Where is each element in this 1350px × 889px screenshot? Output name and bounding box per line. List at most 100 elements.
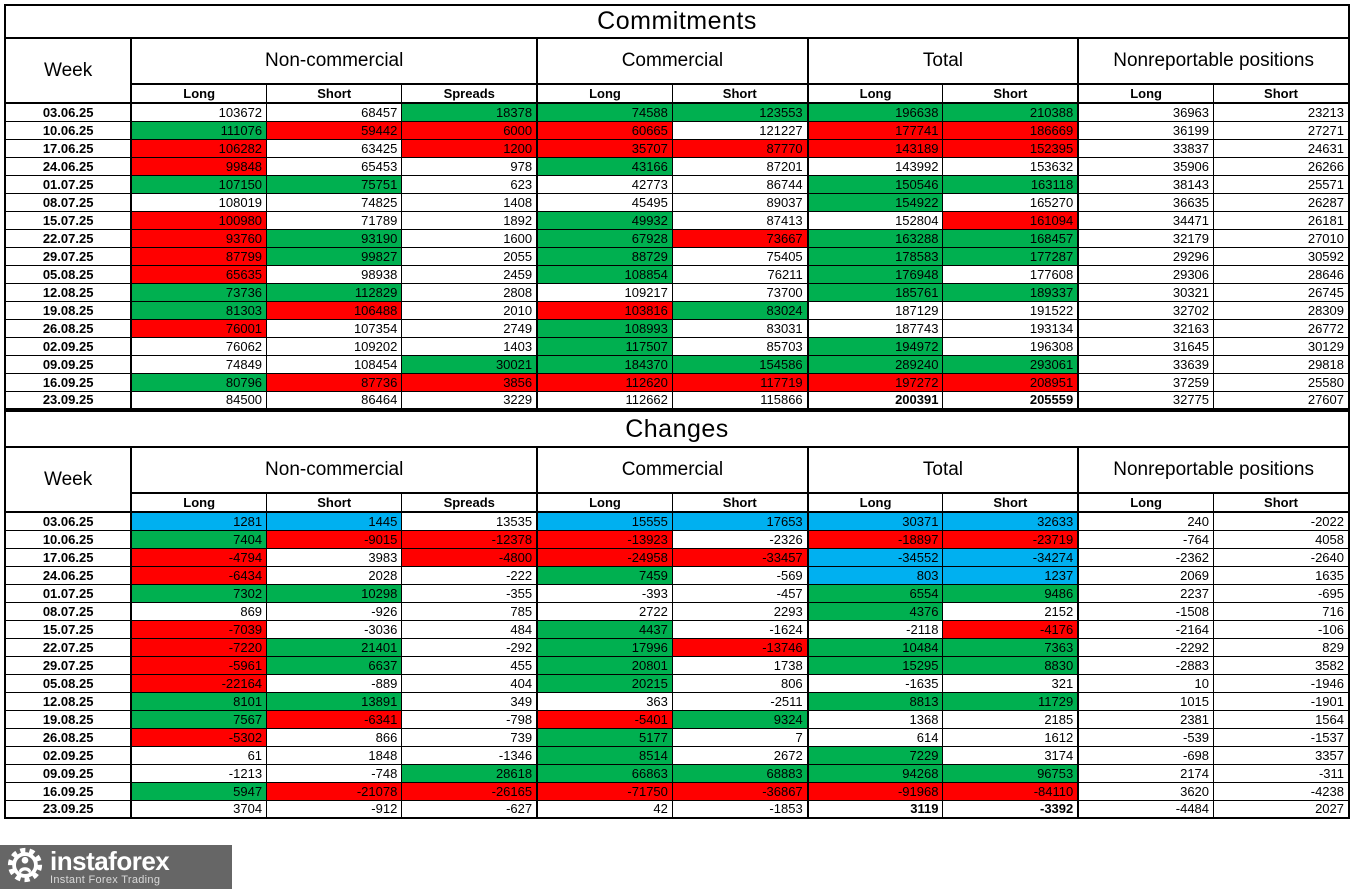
week-cell: 23.09.25 [4,390,133,410]
value-cell: 10 [1077,673,1215,693]
value-cell: 108019 [130,192,268,212]
value-cell: -627 [401,799,539,819]
value-cell: -13923 [536,529,673,549]
value-cell: -18897 [807,529,944,549]
value-cell: 17996 [536,637,673,657]
value-cell: 85703 [671,336,809,356]
value-cell: 30592 [1213,246,1350,266]
value-cell: -698 [1077,745,1215,765]
value-cell: -222 [401,565,539,585]
value-cell: -21078 [266,781,403,801]
table-row: 16.09.25 80796 87736 3856 112620 117719 197272… [4,372,1350,392]
week-cell: 17.06.25 [4,138,133,158]
value-cell: 186669 [942,120,1080,140]
table-row: 02.09.25 61 1848 -1346 8514 2672 7229 3174 -698 3… [4,745,1350,765]
table-row: 03.06.25 1281 1445 13535 15555 17653 30371 3263… [4,511,1350,531]
col-header-nr-short: Short [1213,492,1350,513]
value-cell: -1901 [1213,691,1350,711]
value-cell: -4176 [942,619,1080,639]
value-cell: 161094 [942,210,1080,230]
value-cell: 289240 [807,354,944,374]
value-cell: 1445 [266,511,403,531]
instaforex-gear-logo-icon [6,846,44,889]
value-cell: 45495 [536,192,673,212]
value-cell: 152804 [807,210,944,230]
value-cell: 3983 [266,547,403,567]
value-cell: 35707 [536,138,673,158]
table-row: 01.07.25 7302 10298 -355 -393 -457 6554 9486 223… [4,583,1350,603]
value-cell: -4484 [1077,799,1215,819]
value-cell: -24958 [536,547,673,567]
value-cell: 7363 [942,637,1080,657]
value-cell: 191522 [942,300,1080,320]
value-cell: 80796 [130,372,268,392]
value-cell: 89037 [671,192,809,212]
value-cell: 25571 [1213,174,1350,194]
value-cell: 73667 [671,228,809,248]
group-header-commercial: Commercial [536,37,809,85]
value-cell: 93190 [266,228,403,248]
col-header-nr-long: Long [1077,492,1215,513]
week-cell: 08.07.25 [4,192,133,212]
week-cell: 10.06.25 [4,529,133,549]
value-cell: -33457 [671,547,809,567]
value-cell: 26181 [1213,210,1350,230]
value-cell: 49932 [536,210,673,230]
value-cell: 349 [401,691,539,711]
value-cell: -2511 [671,691,809,711]
week-cell: 29.07.25 [4,246,133,266]
value-cell: 67928 [536,228,673,248]
value-cell: 7229 [807,745,944,765]
value-cell: -91968 [807,781,944,801]
value-cell: 112620 [536,372,673,392]
value-cell: 33639 [1077,354,1215,374]
value-cell: 1635 [1213,565,1350,585]
value-cell: -13746 [671,637,809,657]
value-cell: 23213 [1213,102,1350,122]
value-cell: 87201 [671,156,809,176]
value-cell: -889 [266,673,403,693]
value-cell: 168457 [942,228,1080,248]
value-cell: 152395 [942,138,1080,158]
value-cell: -26165 [401,781,539,801]
col-header-nc-long: Long [130,492,268,513]
value-cell: 83031 [671,318,809,338]
value-cell: 404 [401,673,539,693]
value-cell: 29296 [1077,246,1215,266]
value-cell: -2164 [1077,619,1215,639]
value-cell: 3704 [130,799,268,819]
value-cell: -2118 [807,619,944,639]
value-cell: 32702 [1077,300,1215,320]
value-cell: -4800 [401,547,539,567]
week-cell: 22.07.25 [4,637,133,657]
value-cell: 163288 [807,228,944,248]
value-cell: 1237 [942,565,1080,585]
value-cell: 84500 [130,390,268,410]
changes-title-row: Changes [4,410,1350,448]
value-cell: 20801 [536,655,673,675]
group-header-noncommercial: Non-commercial [130,37,539,85]
value-cell: 42773 [536,174,673,194]
value-cell: 3856 [401,372,539,392]
value-cell: 87799 [130,246,268,266]
value-cell: -1946 [1213,673,1350,693]
value-cell: 143992 [807,156,944,176]
col-header-t-long: Long [807,83,944,104]
value-cell: 24631 [1213,138,1350,158]
value-cell: 455 [401,655,539,675]
sub-header-row: Long Short Spreads Long Short Long Short… [5,492,1350,513]
table-row: 15.07.25 100980 71789 1892 49932 87413 152804 1… [4,210,1350,230]
value-cell: -569 [671,565,809,585]
col-header-c-long: Long [536,83,673,104]
value-cell: 785 [401,601,539,621]
value-cell: 1408 [401,192,539,212]
value-cell: 76211 [671,264,809,284]
value-cell: 107354 [266,318,403,338]
value-cell: 614 [807,727,944,747]
table-row: 09.09.25 74849 108454 30021 184370 154586 2892… [4,354,1350,374]
value-cell: 11729 [942,691,1080,711]
value-cell: 1368 [807,709,944,729]
value-cell: 2152 [942,601,1080,621]
value-cell: 176948 [807,264,944,284]
value-cell: -311 [1213,763,1350,783]
